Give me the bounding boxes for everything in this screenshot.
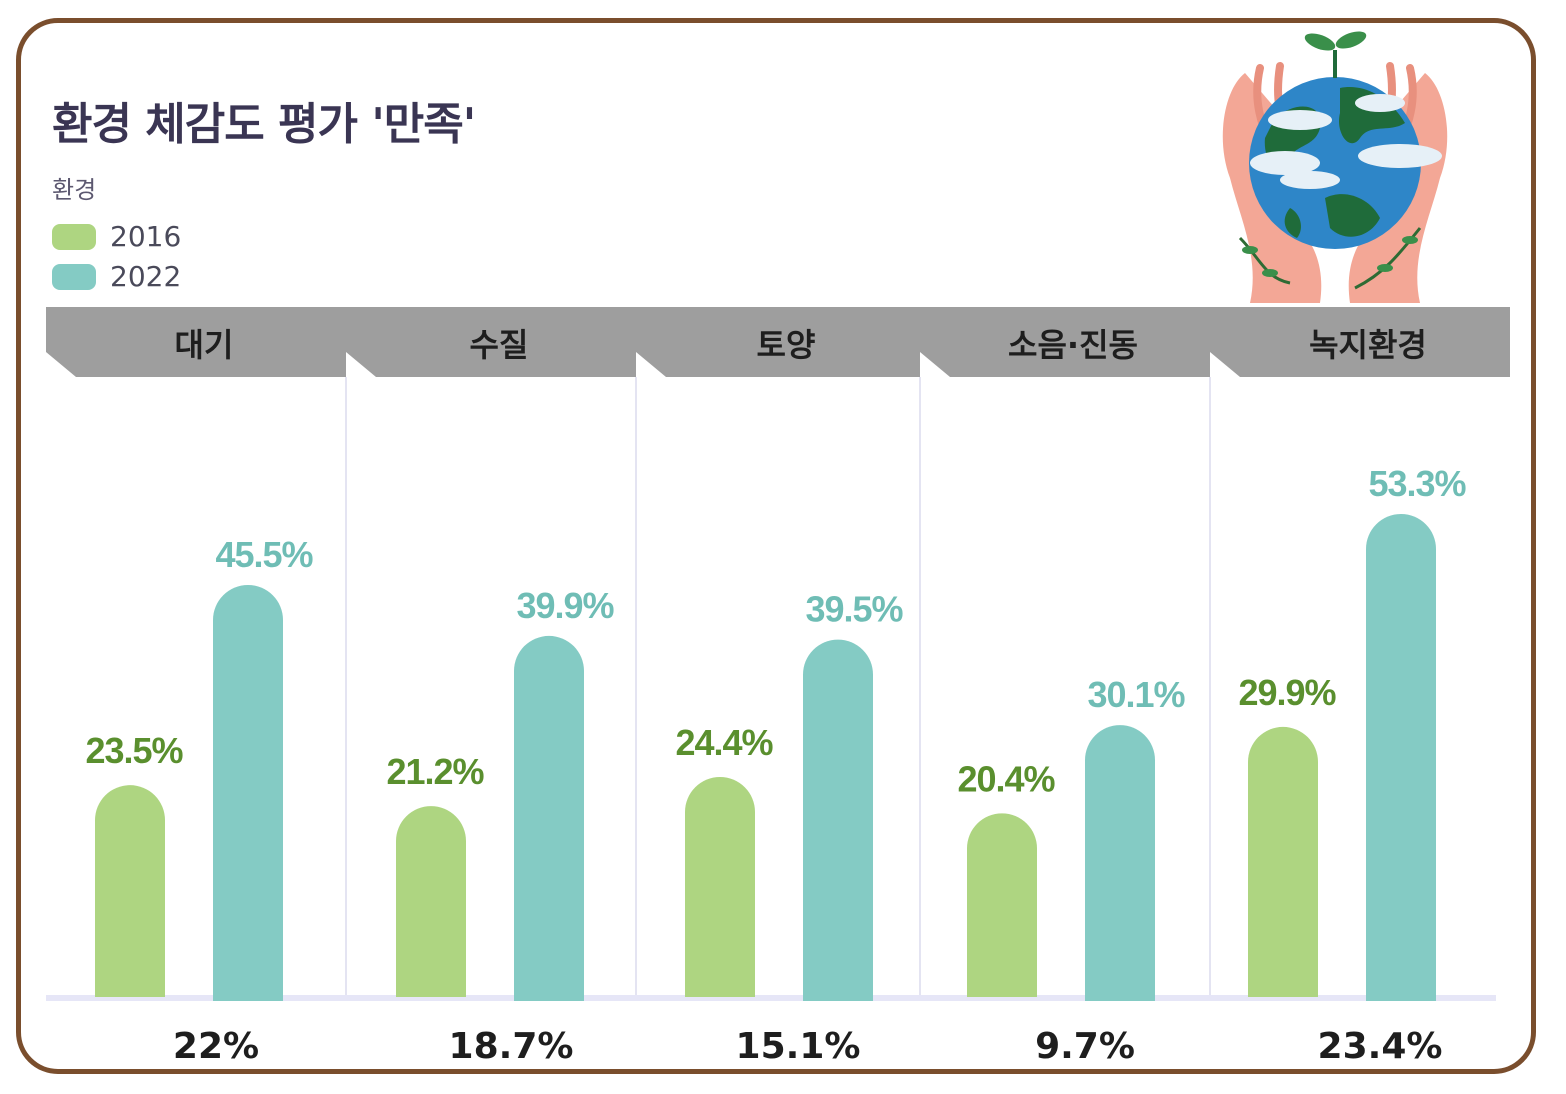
bar-2022 bbox=[213, 584, 283, 1001]
category-label: 녹지환경 bbox=[1309, 326, 1427, 364]
data-label-2016: 24.4% bbox=[675, 722, 773, 763]
category-header-band bbox=[346, 307, 636, 377]
category-label: 소음·진동 bbox=[1008, 326, 1138, 364]
difference-label: 23.4% bbox=[1318, 1026, 1443, 1067]
difference-label: 22% bbox=[173, 1026, 259, 1067]
page-title: 환경 체감도 평가 '만족' bbox=[52, 99, 476, 150]
chart-subtitle: 환경 bbox=[52, 176, 97, 204]
bar-2022 bbox=[1366, 514, 1436, 1001]
category-header-band bbox=[46, 307, 346, 377]
category-label: 수질 bbox=[470, 326, 529, 364]
legend-item-2016: 2016 bbox=[52, 220, 181, 253]
difference-label: 15.1% bbox=[736, 1026, 861, 1067]
data-label-2016: 20.4% bbox=[957, 758, 1055, 799]
difference-label: 9.7% bbox=[1035, 1026, 1135, 1067]
data-label-2016: 29.9% bbox=[1238, 672, 1336, 713]
legend-item-2022: 2022 bbox=[52, 260, 181, 293]
bar-2016 bbox=[967, 813, 1037, 997]
data-label-2022: 45.5% bbox=[215, 534, 313, 575]
legend-label-2022: 2022 bbox=[110, 260, 182, 293]
legend-swatch-2022 bbox=[52, 263, 96, 290]
difference-label: 18.7% bbox=[449, 1026, 574, 1067]
data-label-2022: 53.3% bbox=[1368, 463, 1466, 504]
legend-swatch-2016 bbox=[52, 223, 96, 250]
data-label-2022: 30.1% bbox=[1087, 674, 1185, 715]
data-label-2022: 39.5% bbox=[805, 589, 903, 630]
bar-2016 bbox=[685, 776, 755, 997]
data-label-2016: 23.5% bbox=[85, 730, 183, 771]
legend-label-2016: 2016 bbox=[110, 220, 182, 253]
bar-2016 bbox=[95, 785, 165, 997]
category-header-band bbox=[636, 307, 920, 377]
category-label: 대기 bbox=[175, 326, 234, 364]
baseline bbox=[46, 995, 1496, 1001]
data-label-2016: 21.2% bbox=[386, 751, 484, 792]
category-header-band bbox=[920, 307, 1210, 377]
bar-2016 bbox=[396, 806, 466, 997]
earth-in-hands-icon bbox=[1222, 31, 1448, 303]
data-label-2022: 39.9% bbox=[516, 585, 614, 626]
bar-2022 bbox=[803, 639, 873, 1001]
bar-2022 bbox=[514, 635, 584, 1001]
category-header-band bbox=[1210, 307, 1510, 377]
category-label: 토양 bbox=[757, 326, 816, 364]
bar-2022 bbox=[1085, 725, 1155, 1001]
bar-2016 bbox=[1248, 726, 1318, 997]
